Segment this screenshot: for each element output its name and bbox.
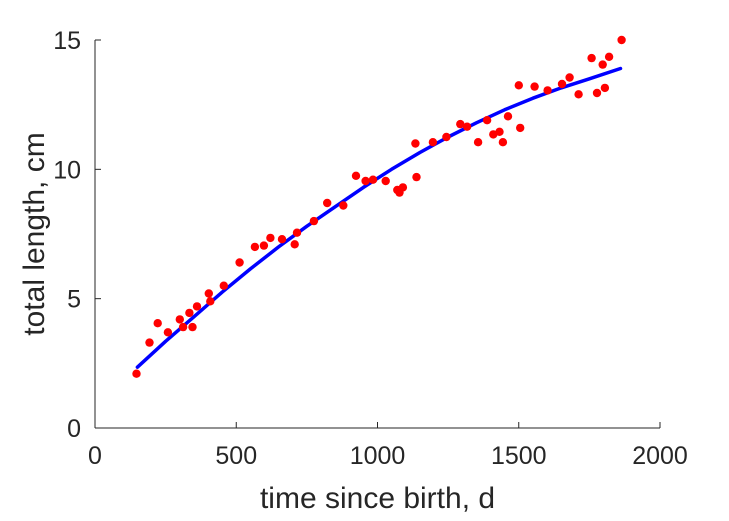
data-point: [462, 122, 472, 131]
x-tick-label: 0: [88, 442, 102, 470]
data-point: [292, 228, 302, 237]
data-point: [309, 216, 319, 226]
data-point: [503, 112, 513, 121]
data-point: [498, 138, 508, 147]
fit-curve: [135, 66, 623, 369]
data-point: [473, 138, 483, 147]
data-point: [175, 315, 184, 324]
data-point: [617, 35, 626, 45]
x-axis-label: time since birth, d: [260, 482, 495, 515]
data-point: [339, 201, 348, 210]
data-point: [412, 172, 421, 182]
data-point: [482, 116, 492, 125]
data-point: [163, 328, 173, 337]
data-point: [250, 242, 260, 252]
data-point: [398, 183, 408, 192]
y-axis-label: total length, cm: [18, 132, 51, 335]
data-point: [204, 289, 213, 298]
x-tick-label: 1000: [350, 442, 406, 470]
data-point: [266, 233, 275, 243]
data-point: [188, 322, 197, 332]
data-point: [323, 198, 332, 208]
data-point: [411, 139, 420, 148]
data-point: [351, 171, 361, 180]
data-point: [442, 132, 451, 142]
y-tick-label: 15: [53, 27, 81, 55]
data-point: [132, 369, 141, 378]
data-point: [259, 241, 269, 250]
data-point: [290, 240, 299, 249]
data-point: [516, 123, 525, 133]
data-point: [495, 127, 504, 136]
data-point: [600, 83, 610, 93]
data-point: [277, 235, 287, 244]
data-point: [235, 258, 244, 267]
y-tick-label: 10: [53, 156, 81, 184]
data-point: [598, 60, 607, 69]
data-point: [565, 73, 574, 82]
data-point: [206, 297, 215, 306]
y-tick-label: 0: [67, 415, 81, 443]
data-point: [178, 322, 188, 332]
x-tick-label: 500: [215, 442, 257, 470]
data-point: [543, 86, 552, 95]
data-point: [153, 319, 162, 328]
data-point: [361, 176, 370, 186]
plot-area: [132, 35, 626, 378]
data-point: [587, 53, 596, 63]
data-point: [219, 281, 228, 290]
axes: 0 500 1000 1500 2000 0 5 10 15: [53, 27, 688, 470]
data-point: [530, 82, 539, 91]
data-point: [192, 302, 202, 311]
data-point: [514, 81, 523, 90]
data-point: [368, 175, 378, 184]
data-point: [456, 119, 465, 129]
data-point: [592, 88, 602, 98]
x-tick-label: 2000: [632, 442, 688, 470]
data-point: [604, 52, 614, 61]
data-point: [145, 338, 154, 347]
y-tick-label: 5: [67, 286, 81, 314]
data-point: [574, 90, 583, 99]
x-tick-label: 1500: [491, 442, 547, 470]
data-point: [428, 138, 438, 147]
data-point: [381, 176, 390, 186]
data-point: [557, 79, 567, 89]
data-point: [185, 308, 194, 318]
